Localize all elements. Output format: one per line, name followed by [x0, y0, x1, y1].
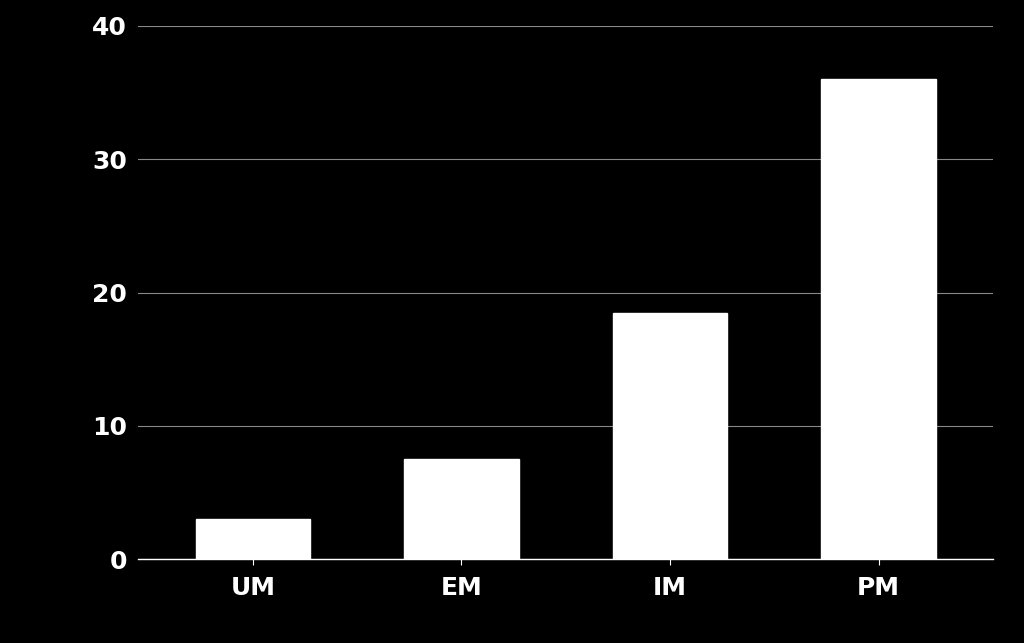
Bar — [821, 79, 936, 559]
Bar — [404, 459, 519, 559]
Bar — [612, 312, 727, 559]
Bar — [196, 520, 310, 559]
